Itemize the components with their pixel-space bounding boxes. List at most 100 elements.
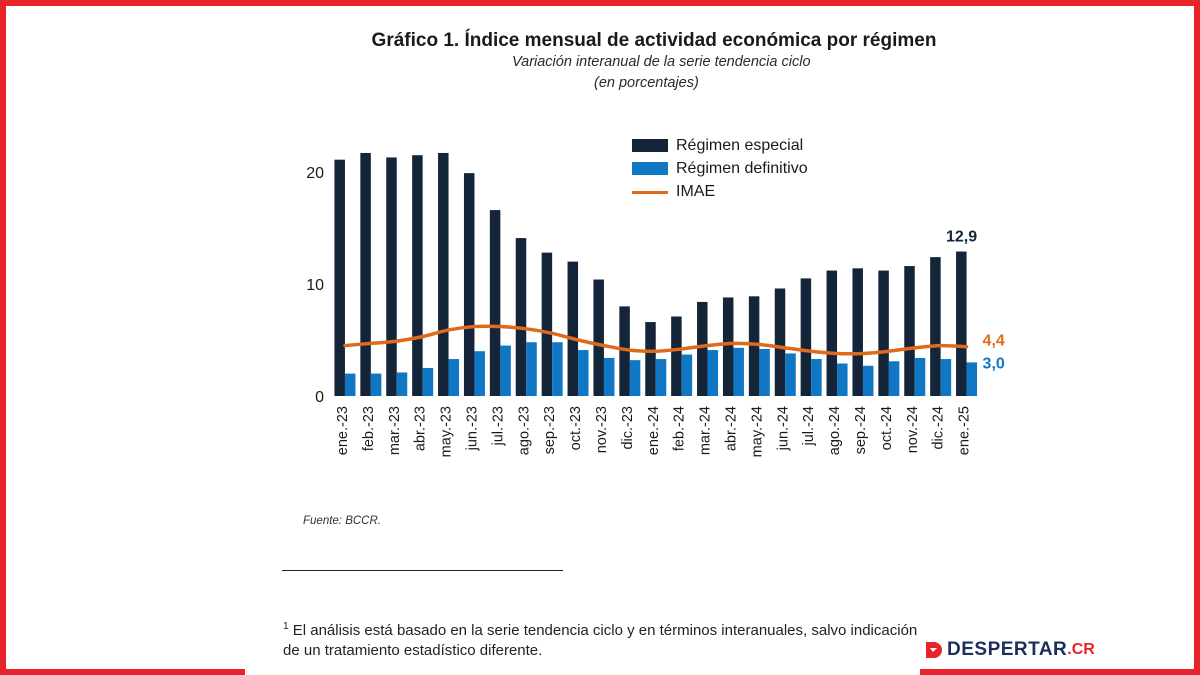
bar-definitivo — [914, 357, 926, 396]
bar-definitivo — [940, 359, 952, 396]
bar-definitivo — [785, 353, 796, 396]
x-tick-label: nov.-24 — [905, 406, 921, 453]
x-tick-label: dic.-24 — [931, 406, 947, 450]
logo-suffix: .CR — [1067, 641, 1095, 658]
legend-label-especial: Régimen especial — [676, 136, 804, 154]
x-tick-label: abr.-24 — [723, 406, 739, 451]
y-tick-label: 0 — [315, 389, 324, 406]
x-tick-label: abr.-23 — [413, 406, 429, 451]
bar-especial — [748, 296, 760, 396]
x-tick-label: mar.-23 — [387, 406, 403, 455]
bar-definitivo — [500, 345, 511, 396]
bar-especial — [567, 261, 579, 396]
chart-subtitle: Variación interanual de la serie tendenc… — [512, 54, 811, 70]
bar-definitivo — [862, 365, 874, 396]
x-tick-label: ene.-25 — [957, 406, 973, 455]
bar-definitivo — [552, 342, 563, 396]
bar-especial — [852, 268, 863, 396]
bar-especial — [956, 251, 967, 396]
legend-swatch-especial — [632, 139, 668, 152]
frame-left — [0, 0, 6, 675]
bar-especial — [904, 266, 915, 396]
x-tick-label: jul.-24 — [801, 406, 817, 447]
x-tick-label: ene.-24 — [646, 406, 662, 455]
legend-label-definitivo: Régimen definitivo — [676, 159, 808, 177]
bar-especial — [463, 173, 475, 396]
bar-especial — [386, 157, 397, 396]
bar-definitivo — [707, 350, 719, 396]
frame-right — [1194, 0, 1200, 675]
x-tick-label: nov.-23 — [594, 406, 610, 453]
bar-definitivo — [344, 373, 356, 396]
bar-definitivo — [526, 342, 537, 396]
legend-item-especial: Régimen especial — [632, 134, 808, 157]
bar-definitivo — [448, 359, 460, 396]
bar-definitivo — [474, 351, 485, 396]
annotation-especial: 12,9 — [946, 229, 977, 246]
bar-especial — [489, 210, 501, 396]
bar-definitivo — [811, 359, 822, 396]
bar-especial — [593, 279, 604, 396]
bar-especial — [671, 316, 682, 396]
annotation-imae: 4,4 — [983, 333, 1005, 350]
x-tick-label: feb.-23 — [361, 406, 377, 451]
x-tick-label: oct.-23 — [568, 406, 584, 450]
annotation-definitivo: 3,0 — [983, 355, 1005, 372]
chart-source: Fuente: BCCR. — [303, 515, 381, 527]
bar-especial — [800, 278, 812, 396]
chart-units: (en porcentajes) — [594, 75, 699, 91]
bar-especial — [645, 322, 656, 396]
legend-label-imae: IMAE — [676, 182, 716, 200]
bar-especial — [722, 297, 734, 396]
x-tick-label: oct.-24 — [879, 406, 895, 450]
bar-definitivo — [837, 363, 848, 396]
bar-definitivo — [422, 368, 434, 396]
bar-especial — [438, 152, 449, 396]
x-tick-label: sep.-23 — [542, 406, 558, 454]
footnote-line-2: de un tratamiento estadístico diferente. — [283, 642, 543, 659]
frame-top — [0, 0, 1200, 6]
footnote: 1 El análisis está basado en la serie te… — [283, 617, 1043, 661]
bar-especial — [360, 152, 371, 396]
logo-text: DESPERTAR — [947, 639, 1068, 660]
bar-especial — [697, 301, 708, 396]
bar-definitivo — [681, 354, 693, 396]
bar-especial — [619, 306, 630, 396]
x-tick-label: ago.-24 — [827, 406, 843, 455]
logo-d-icon — [926, 642, 942, 658]
x-tick-label: mar.-24 — [698, 406, 714, 455]
bar-definitivo — [733, 347, 744, 396]
x-tick-label: may.-24 — [749, 406, 765, 457]
despertar-logo[interactable]: DESPERTAR .CR — [924, 639, 1095, 661]
legend-item-imae: IMAE — [632, 180, 808, 203]
legend-swatch-imae — [632, 190, 668, 194]
x-tick-label: ago.-23 — [516, 406, 532, 455]
x-tick-label: jun.-24 — [775, 406, 791, 451]
frame-bottom-right — [920, 669, 1200, 675]
x-tick-label: dic.-23 — [620, 406, 636, 450]
bar-definitivo — [888, 361, 900, 396]
legend-swatch-definitivo — [632, 162, 668, 175]
bar-especial — [334, 159, 345, 396]
bar-definitivo — [578, 350, 589, 396]
y-tick-label: 10 — [306, 277, 324, 294]
bar-definitivo — [966, 362, 978, 396]
x-tick-label: feb.-24 — [672, 406, 688, 451]
bar-especial — [826, 270, 838, 396]
bar-especial — [412, 155, 423, 396]
bar-definitivo — [655, 359, 667, 396]
bar-especial — [541, 252, 553, 396]
bar-definitivo — [603, 357, 615, 396]
bar-definitivo — [370, 373, 382, 396]
bar-definitivo — [759, 348, 770, 396]
x-tick-label: may.-23 — [439, 406, 455, 457]
footnote-marker: 1 — [283, 621, 289, 632]
chart-title: Gráfico 1. Índice mensual de actividad e… — [371, 30, 937, 51]
x-tick-label: jun.-23 — [464, 406, 480, 451]
x-tick-label: sep.-24 — [853, 406, 869, 454]
frame-bottom-left — [0, 669, 245, 675]
x-tick-label: ene.-23 — [335, 406, 351, 455]
bar-especial — [930, 257, 941, 396]
legend-item-definitivo: Régimen definitivo — [632, 157, 808, 180]
